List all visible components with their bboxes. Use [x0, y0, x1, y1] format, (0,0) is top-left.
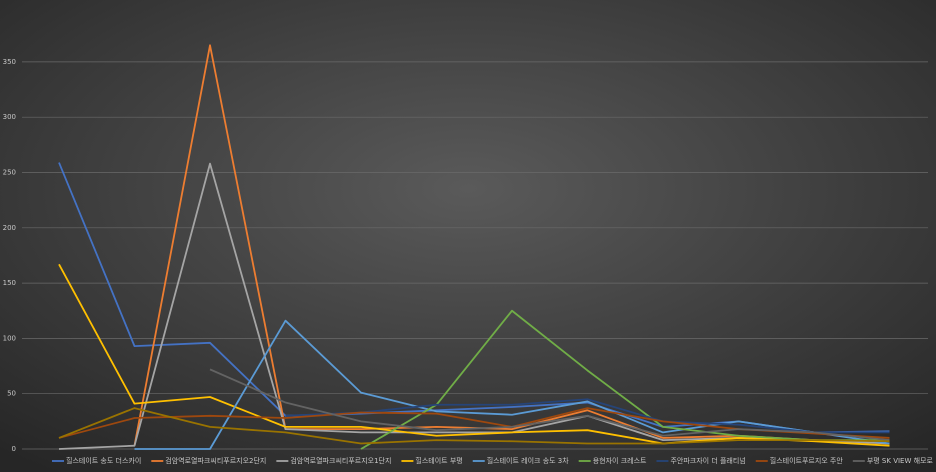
y-tick-label: 150 [3, 279, 16, 287]
y-tick-label: 300 [3, 113, 16, 121]
series-line [285, 398, 890, 434]
y-tick-label: 200 [3, 224, 16, 232]
legend-label: 힐스테이트 송도 더스카이 [66, 456, 141, 465]
y-tick-label: 50 [7, 390, 16, 398]
legend-label: 주안파크자이 더 플래티넘 [670, 456, 745, 465]
legend-label: 용현자이 크레스트 [593, 456, 647, 465]
legend-label: 힐스테이트 레이크 송도 3차 [487, 456, 570, 465]
legend-label: 검암역로열파크씨티푸르지오2단지 [165, 456, 266, 465]
series-line [58, 263, 890, 447]
y-tick-label: 0 [12, 445, 16, 453]
y-tick-label: 100 [3, 334, 16, 342]
legend-label: 힐스테이트 부평 [415, 456, 462, 465]
y-tick-label: 350 [3, 58, 16, 66]
legend-label: 부평 SK VIEW 해모로 [867, 456, 934, 465]
legend-label: 힐스테이트푸르지오 주안 [770, 456, 844, 465]
series-line [58, 407, 890, 445]
series-line [134, 319, 890, 450]
legend-label: 검암역로열파크씨티푸르지오1단지 [290, 456, 391, 465]
series-line [209, 368, 890, 442]
y-tick-label: 250 [3, 169, 16, 177]
